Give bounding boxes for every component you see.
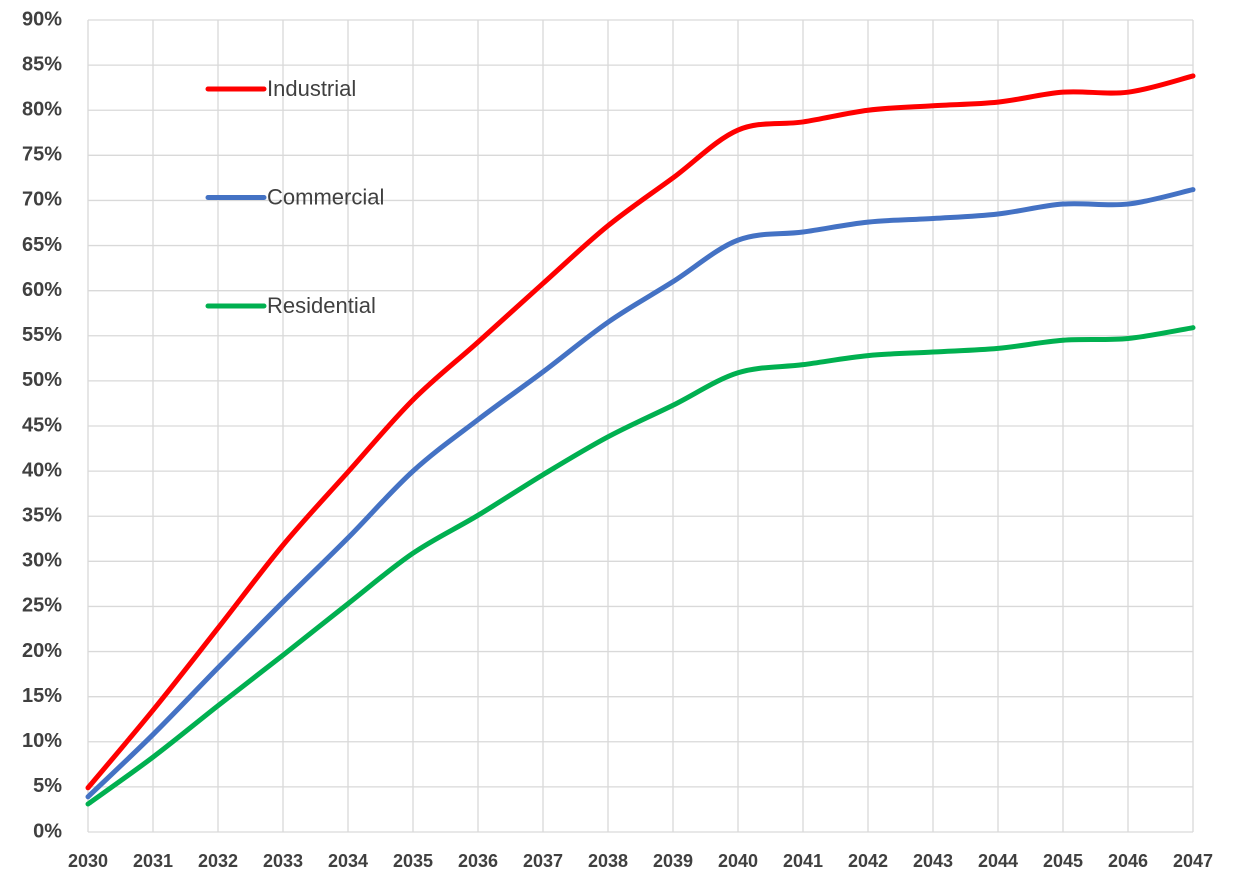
y-tick-label: 60% [22,279,62,301]
y-tick-label: 35% [22,505,62,527]
x-tick-label: 2034 [328,851,368,871]
legend-label: Residential [267,293,376,318]
y-tick-label: 50% [22,369,62,391]
legend-label: Commercial [267,184,384,209]
x-tick-label: 2039 [653,851,693,871]
y-tick-label: 85% [22,53,62,75]
x-tick-label: 2037 [523,851,563,871]
x-tick-label: 2036 [458,851,498,871]
y-tick-label: 5% [33,775,62,797]
y-tick-label: 45% [22,414,62,436]
x-tick-label: 2033 [263,851,303,871]
y-tick-label: 20% [22,640,62,662]
legend-label: Industrial [267,76,356,101]
series-line [85,187,1196,800]
x-tick-label: 2031 [133,851,173,871]
y-tick-label: 70% [22,189,62,211]
y-tick-label: 90% [22,8,62,30]
y-tick-label: 80% [22,99,62,121]
x-tick-label: 2030 [68,851,108,871]
x-tick-label: 2046 [1108,851,1148,871]
x-tick-label: 2032 [198,851,238,871]
y-tick-label: 25% [22,595,62,617]
x-tick-label: 2045 [1043,851,1083,871]
y-tick-label: 75% [22,144,62,166]
x-tick-label: 2044 [978,851,1018,871]
y-tick-label: 0% [33,820,62,842]
series-line [85,73,1196,791]
y-tick-label: 55% [22,324,62,346]
x-tick-label: 2038 [588,851,628,871]
x-tick-label: 2041 [783,851,823,871]
series-line [85,325,1196,807]
x-tick-label: 2040 [718,851,758,871]
x-tick-label: 2042 [848,851,888,871]
x-tick-label: 2043 [913,851,953,871]
y-tick-label: 15% [22,685,62,707]
y-tick-label: 10% [22,730,62,752]
y-tick-label: 65% [22,234,62,256]
x-tick-label: 2035 [393,851,433,871]
x-tick-label: 2047 [1173,851,1213,871]
y-tick-label: 40% [22,459,62,481]
y-tick-label: 30% [22,550,62,572]
